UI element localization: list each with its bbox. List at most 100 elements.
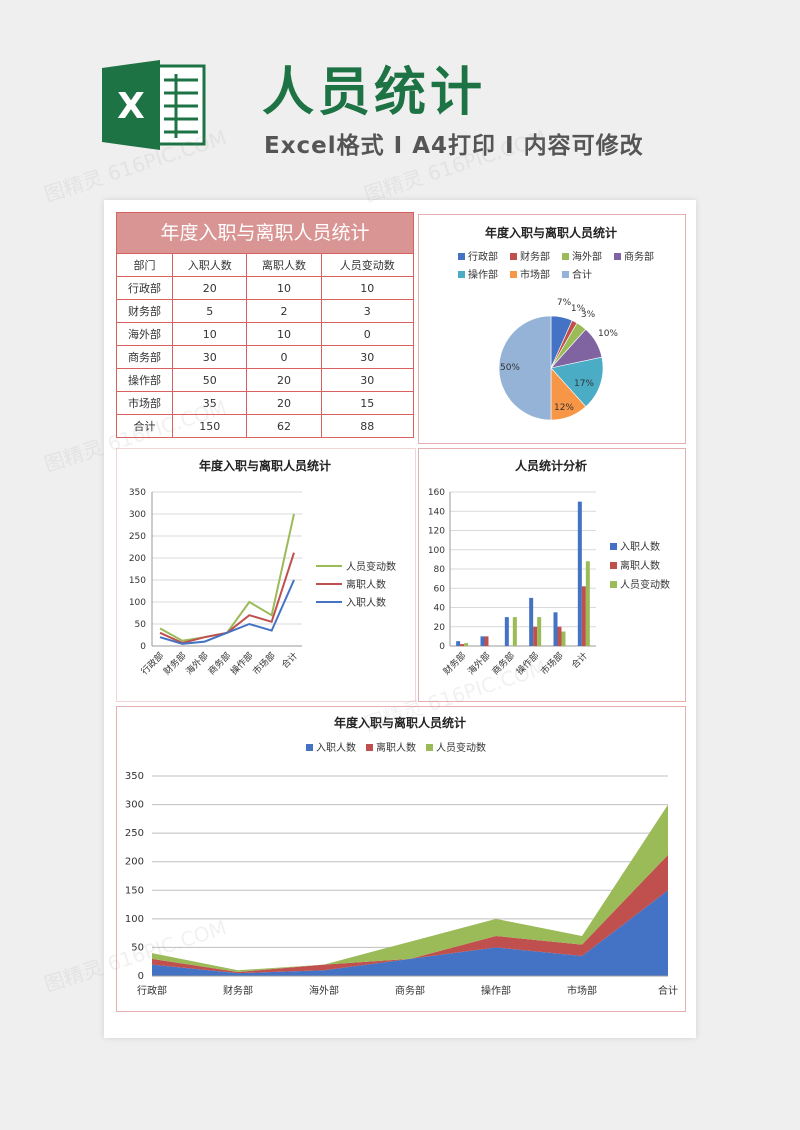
- line-series: [159, 513, 295, 642]
- table-cell: 15: [320, 391, 415, 415]
- legend-swatch: [610, 562, 617, 569]
- y-tick-label: 120: [428, 527, 445, 537]
- table-row: 合计 150 62 88: [115, 414, 415, 438]
- y-tick-label: 200: [125, 857, 144, 868]
- stats-table: 年度入职与离职人员统计 部门 入职人数 离职人数 人员变动数 行政部 20 10 10…: [115, 212, 415, 438]
- pie-data-label: 12%: [554, 403, 574, 413]
- bar: [581, 586, 586, 646]
- bar: [460, 644, 465, 646]
- x-tick-label: 合计: [658, 984, 678, 997]
- logo-letter: X: [117, 86, 145, 127]
- table-row: 海外部 10 10 0: [115, 322, 415, 346]
- y-tick-label: 60: [434, 584, 446, 594]
- table-header-cell: 入职人数: [172, 253, 248, 277]
- legend-swatch: [610, 543, 617, 550]
- table-row: 市场部 35 20 15: [115, 391, 415, 415]
- y-tick-label: 200: [129, 554, 146, 564]
- legend-label: 离职人数: [346, 578, 386, 591]
- bar: [557, 626, 562, 646]
- x-tick-label: 财务部: [161, 650, 189, 678]
- table-row: 操作部 50 20 30: [115, 368, 415, 392]
- table-cell: 商务部: [115, 345, 174, 369]
- table-header-cell: 人员变动数: [320, 253, 415, 277]
- y-tick-label: 100: [125, 914, 144, 925]
- legend-swatch: [562, 271, 569, 278]
- y-tick-label: 80: [434, 565, 446, 575]
- legend-label: 入职人数: [346, 596, 386, 609]
- legend-label: 人员变动数: [620, 578, 670, 591]
- table-header-cell: 部门: [115, 253, 174, 277]
- y-tick-label: 150: [129, 576, 146, 586]
- bar: [464, 643, 469, 646]
- table-header-cell: 离职人数: [246, 253, 322, 277]
- table-cell: 30: [320, 345, 415, 369]
- bar: [553, 612, 558, 646]
- bar: [484, 636, 489, 646]
- pie-data-label: 50%: [500, 363, 520, 373]
- legend-label: 行政部: [468, 250, 498, 263]
- y-tick-label: 350: [125, 771, 144, 782]
- table-cell: 10: [172, 322, 248, 346]
- area-series: [152, 854, 668, 974]
- legend-label: 市场部: [520, 268, 550, 281]
- area-chart-title: 年度入职与离职人员统计: [333, 716, 466, 730]
- pie-slice: [498, 315, 552, 421]
- legend-label: 财务部: [520, 250, 550, 263]
- y-tick-label: 20: [434, 623, 446, 633]
- x-tick-label: 市场部: [250, 650, 278, 678]
- table-cell: 30: [172, 345, 248, 369]
- x-tick-label: 财务部: [223, 984, 253, 997]
- x-tick-label: 操作部: [481, 984, 511, 997]
- table-caption: 年度入职与离职人员统计: [116, 212, 414, 253]
- y-tick-label: 0: [138, 971, 144, 982]
- pie-data-label: 17%: [574, 379, 594, 389]
- line-chart: 0 50 100 150 200 250 300 350 行政部财务部海外部商务部操作部市场部合…: [129, 488, 396, 678]
- table-row: 财务部 5 2 3: [115, 299, 415, 323]
- table-cell: 行政部: [115, 276, 174, 300]
- table-row: 商务部 30 0 30: [115, 345, 415, 369]
- y-tick-label: 0: [439, 642, 445, 652]
- legend-swatch: [366, 744, 373, 751]
- x-tick-label: 行政部: [139, 650, 167, 678]
- x-tick-label: 商务部: [395, 984, 425, 997]
- x-tick-label: 合计: [279, 650, 300, 671]
- x-tick-label: 财务部: [441, 650, 469, 678]
- table-cell: 海外部: [115, 322, 174, 346]
- table-cell: 50: [172, 368, 248, 392]
- legend-label: 入职人数: [620, 540, 660, 553]
- line-series: [159, 552, 295, 644]
- legend-label: 人员变动数: [346, 560, 396, 573]
- table-cell: 0: [320, 322, 415, 346]
- table-cell: 财务部: [115, 299, 174, 323]
- bar: [533, 626, 538, 646]
- legend-label: 离职人数: [376, 741, 416, 754]
- y-tick-label: 350: [129, 488, 146, 498]
- table-cell: 0: [246, 345, 322, 369]
- table-cell: 合计: [115, 414, 174, 438]
- bar: [537, 617, 542, 646]
- legend-label: 操作部: [468, 268, 498, 281]
- legend-label: 离职人数: [620, 559, 660, 572]
- x-tick-label: 海外部: [183, 650, 211, 678]
- pie-data-label: 7%: [557, 298, 572, 308]
- legend-label: 海外部: [572, 250, 602, 263]
- bar: [480, 636, 485, 646]
- page-subtitle: Excel格式 I A4打印 I 内容可修改: [264, 133, 644, 159]
- y-tick-label: 150: [125, 885, 144, 896]
- bar: [512, 617, 517, 646]
- bar: [561, 631, 566, 646]
- area-series: [152, 804, 668, 972]
- y-tick-label: 300: [125, 800, 144, 811]
- legend-label: 合计: [572, 268, 592, 281]
- legend-swatch: [614, 253, 621, 260]
- legend-swatch: [510, 271, 517, 278]
- x-tick-label: 合计: [569, 650, 590, 671]
- bar: [577, 501, 582, 646]
- table-cell: 20: [246, 391, 322, 415]
- area-chart: 入职人数 离职人数 人员变动数 0 50 100 150 200 250 300 350 行政部 财务部…: [125, 741, 678, 997]
- y-tick-label: 100: [129, 598, 146, 608]
- legend-swatch: [426, 744, 433, 751]
- table-cell: 2: [246, 299, 322, 323]
- table-cell: 操作部: [115, 368, 174, 392]
- table-cell: 3: [320, 299, 415, 323]
